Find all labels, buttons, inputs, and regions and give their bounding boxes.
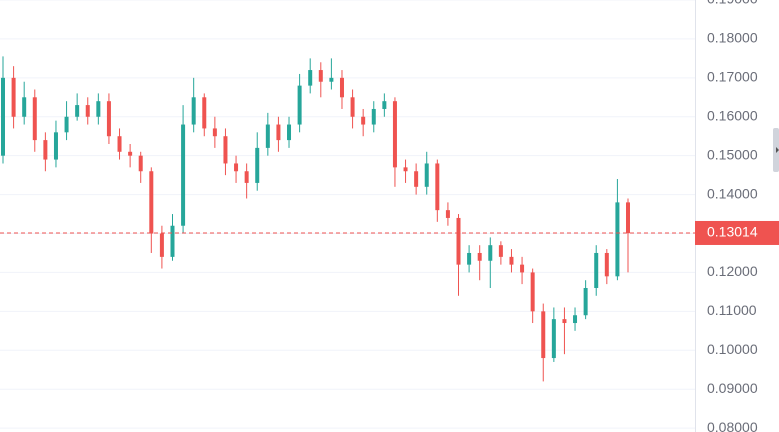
candle-body bbox=[75, 105, 80, 117]
candle-body bbox=[1, 77, 5, 156]
candle-body bbox=[191, 97, 196, 125]
candle-body bbox=[106, 101, 111, 137]
candle-body bbox=[382, 101, 387, 109]
candle-body bbox=[573, 315, 578, 324]
candle-body bbox=[287, 124, 292, 141]
candle-body bbox=[520, 264, 525, 273]
candle-body bbox=[551, 319, 556, 359]
candle-body bbox=[276, 124, 281, 141]
candle-body bbox=[117, 136, 122, 152]
candle-body bbox=[435, 163, 440, 211]
y-tick-label: 0.14000 bbox=[707, 185, 758, 201]
scroll-arrow bbox=[776, 147, 779, 153]
candle-body bbox=[159, 233, 164, 257]
candle-body bbox=[234, 163, 239, 172]
candle-body bbox=[583, 288, 588, 316]
candle-body bbox=[32, 97, 37, 141]
candle-body bbox=[149, 171, 154, 234]
candle-body bbox=[626, 202, 630, 234]
candle-body bbox=[170, 225, 175, 257]
y-tick-label: 0.19000 bbox=[707, 0, 758, 7]
candle-body bbox=[297, 85, 302, 125]
candle-body bbox=[361, 116, 366, 125]
candle-body bbox=[530, 272, 535, 312]
candle-body bbox=[456, 217, 461, 265]
candle-body bbox=[414, 171, 419, 187]
y-tick-label: 0.17000 bbox=[707, 69, 758, 85]
candle-body bbox=[562, 319, 567, 324]
candle-body bbox=[202, 97, 207, 129]
y-tick-label: 0.11000 bbox=[707, 302, 757, 318]
y-tick-label: 0.10000 bbox=[707, 341, 758, 357]
candle-body bbox=[594, 252, 599, 288]
candle-body bbox=[604, 252, 609, 277]
candle-body bbox=[509, 256, 514, 265]
candle-body bbox=[181, 124, 186, 226]
candle-body bbox=[212, 128, 217, 137]
candle-body bbox=[329, 77, 334, 82]
candle-body bbox=[339, 77, 344, 98]
candle-body bbox=[244, 171, 249, 183]
candle-body bbox=[22, 97, 27, 117]
candle-body bbox=[445, 210, 450, 218]
y-tick-label: 0.09000 bbox=[707, 380, 758, 396]
candle-body bbox=[138, 155, 143, 172]
candle-body bbox=[85, 105, 90, 117]
candle-body bbox=[11, 77, 16, 117]
candle-body bbox=[488, 245, 493, 261]
candle-body bbox=[128, 151, 133, 156]
candle-body bbox=[350, 97, 355, 117]
candle-body bbox=[541, 311, 546, 359]
candle-body bbox=[96, 101, 101, 117]
y-tick-label: 0.18000 bbox=[707, 30, 758, 46]
candle-body bbox=[615, 202, 620, 277]
candle-body bbox=[392, 101, 397, 168]
candle-body bbox=[498, 245, 503, 257]
candle-body bbox=[255, 147, 260, 183]
candle-body bbox=[265, 124, 270, 148]
candle-body bbox=[371, 108, 376, 125]
last-price-label: 0.13014 bbox=[707, 224, 758, 240]
candle-body bbox=[467, 252, 472, 265]
y-tick-label: 0.12000 bbox=[707, 263, 758, 279]
y-tick-label: 0.16000 bbox=[707, 107, 758, 123]
candle-body bbox=[318, 70, 323, 82]
candle-body bbox=[43, 140, 48, 160]
candle-body bbox=[223, 136, 228, 164]
candle-body bbox=[424, 163, 429, 187]
last-price-box bbox=[695, 220, 779, 245]
candle-body bbox=[308, 70, 313, 86]
candle-body bbox=[403, 167, 408, 172]
y-tick-label: 0.08000 bbox=[707, 419, 758, 432]
candle-body bbox=[53, 132, 58, 160]
candle-body bbox=[64, 116, 69, 133]
y-tick-label: 0.15000 bbox=[707, 146, 758, 162]
candle-body bbox=[477, 252, 482, 261]
